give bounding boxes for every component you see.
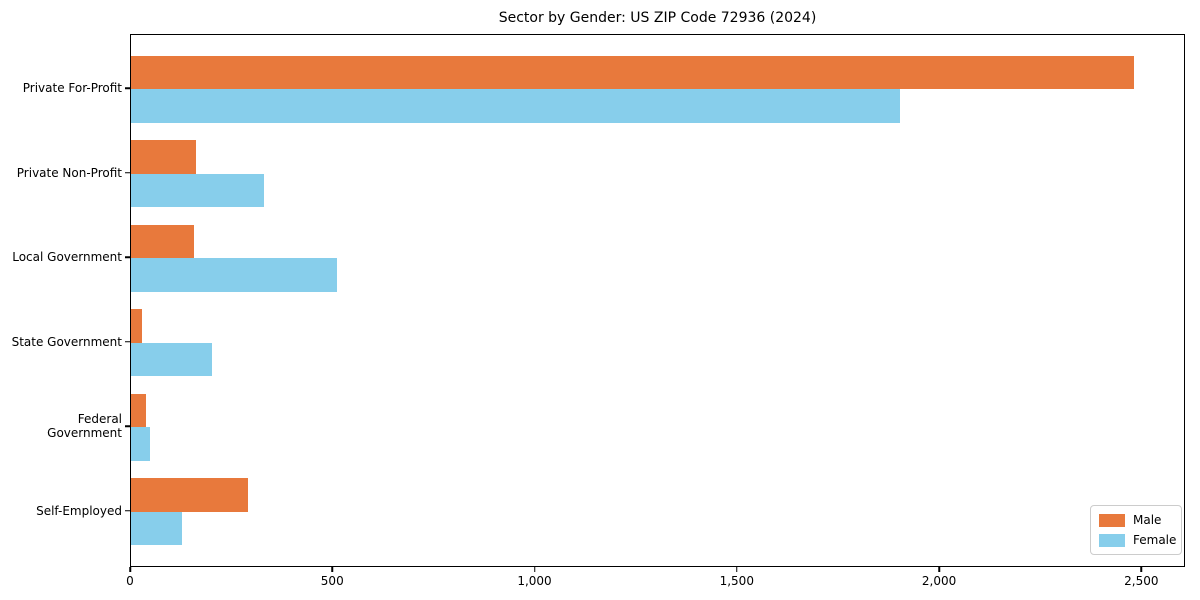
bar-female-self-employed	[131, 511, 182, 545]
ytick-mark	[125, 340, 130, 343]
bar-male-self-employed	[131, 478, 249, 512]
xtick-mark	[1140, 567, 1143, 572]
xtick-label-1000: 1,000	[517, 574, 552, 588]
bar-female-local-government	[131, 258, 338, 292]
ytick-label-private-non-profit: Private Non-Profit	[16, 165, 122, 180]
bar-female-federal-government	[131, 427, 150, 461]
legend-label-female: Female	[1133, 533, 1177, 547]
xtick-mark	[533, 567, 536, 572]
male-series-swatch	[1099, 513, 1125, 527]
ytick-mark	[125, 256, 130, 258]
xtick-mark	[736, 567, 738, 572]
legend: Male Female	[1090, 505, 1182, 555]
ytick-mark	[125, 425, 130, 427]
ytick-label-state-government: State Government	[11, 334, 122, 349]
chart-title: Sector by Gender: US ZIP Code 72936 (202…	[498, 10, 817, 26]
bar-male-private-non-profit	[131, 140, 196, 174]
ytick-mark	[125, 171, 130, 174]
xtick-mark	[331, 567, 333, 572]
ytick-label-self-employed: Self-Employed	[36, 503, 122, 518]
bar-male-federal-government	[131, 393, 146, 427]
xtick-label-1500: 1,500	[719, 574, 754, 588]
bar-male-local-government	[131, 224, 194, 258]
legend-item-male: Male	[1099, 513, 1172, 527]
ytick-mark	[125, 87, 130, 89]
bar-male-private-for-profit	[131, 55, 1135, 89]
xtick-label-0: 0	[126, 574, 134, 588]
bar-female-private-for-profit	[131, 89, 900, 123]
bar-female-private-non-profit	[131, 173, 265, 207]
xtick-label-2000: 2,000	[921, 574, 957, 588]
ytick-label-federal-government: Federal Government	[47, 412, 122, 440]
ytick-mark	[125, 509, 130, 512]
bar-female-state-government	[131, 342, 212, 376]
legend-label-male: Male	[1133, 513, 1162, 527]
xtick-label-500: 500	[320, 574, 344, 588]
ytick-label-local-government: Local Government	[12, 250, 122, 264]
bar-male-state-government	[131, 309, 142, 343]
xtick-mark	[129, 567, 131, 572]
xtick-mark	[938, 567, 940, 572]
legend-item-female: Female	[1099, 533, 1176, 547]
xtick-label-2500: 2,500	[1124, 574, 1159, 588]
ytick-label-private-for-profit: Private For-Profit	[22, 81, 122, 95]
plot-area	[130, 34, 1185, 567]
female-series-swatch	[1099, 533, 1125, 547]
